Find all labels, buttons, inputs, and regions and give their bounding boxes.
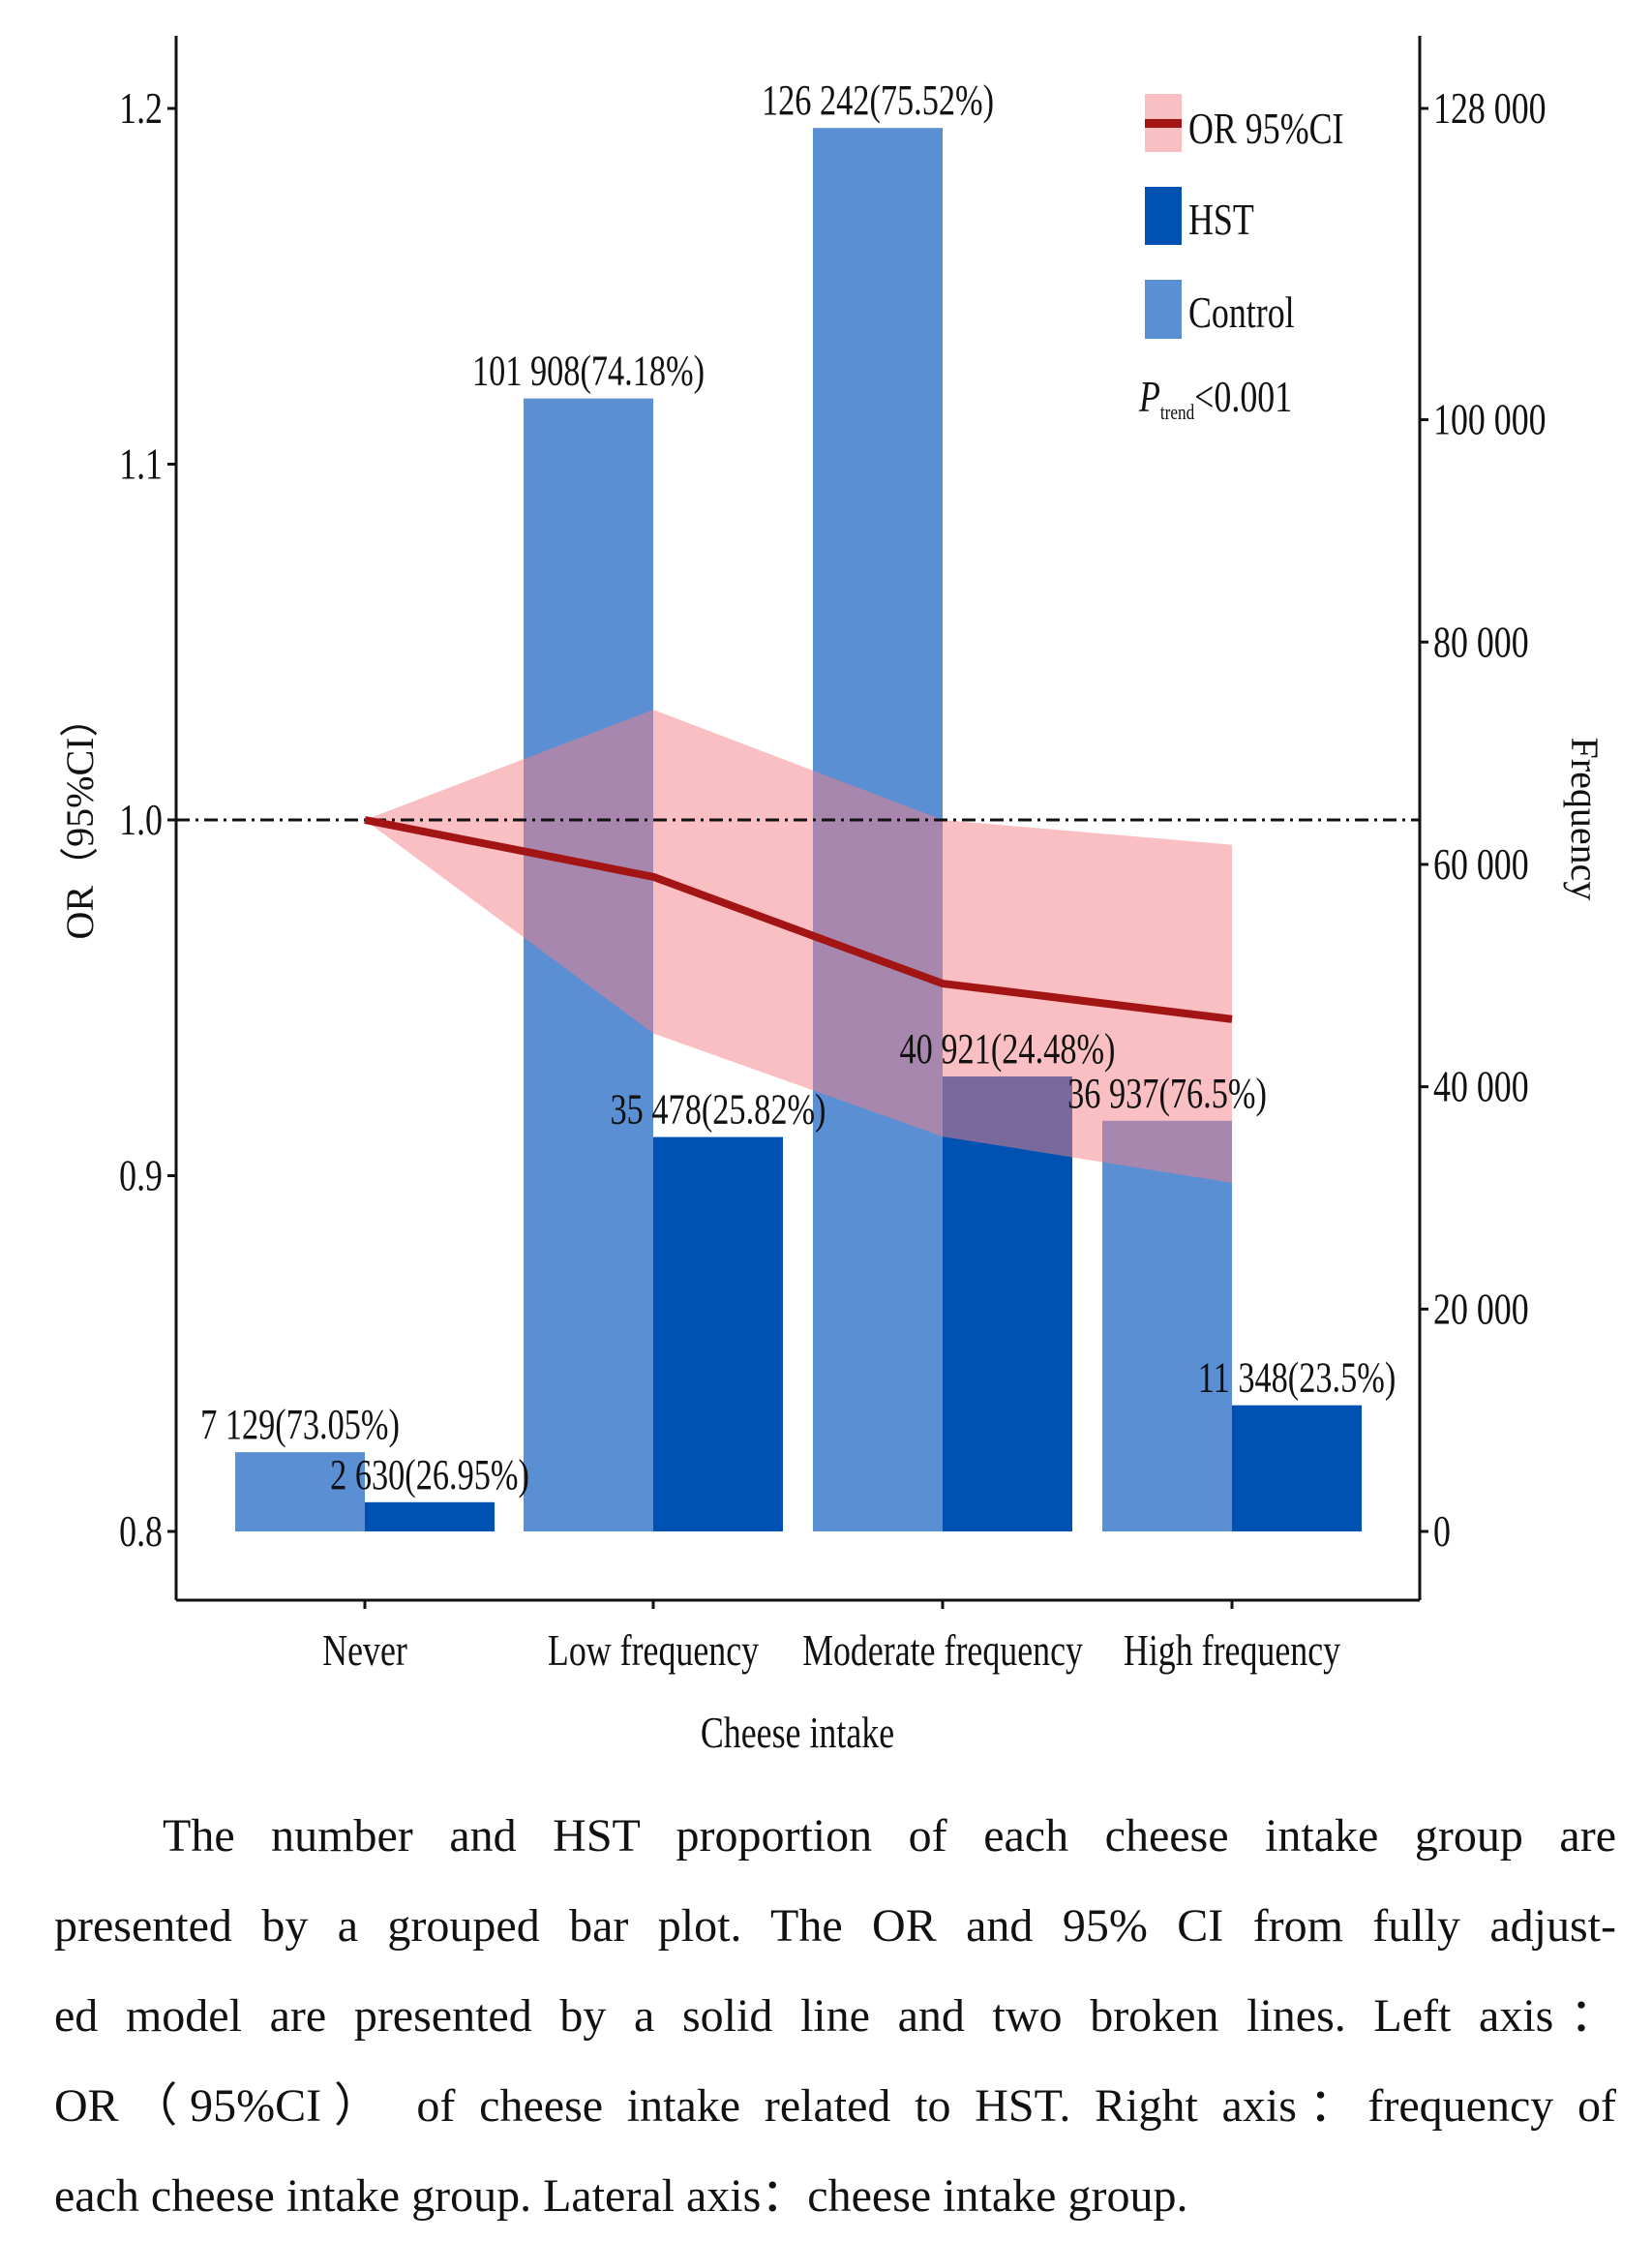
right-tick-label: 100 000 [1433,394,1547,443]
bar-label-hst-group: 2 630(26.95%) [330,1451,529,1499]
x-tick-label-group: High frequency [1124,1625,1340,1675]
left-tick-label: 1.1 [119,439,163,488]
legend-label-hst: HST [1188,195,1254,244]
left-tick-label-group: 0.8 [119,1506,163,1556]
legend-label-control: Control [1188,288,1295,337]
right-tick-label: 20 000 [1433,1284,1529,1333]
right-tick-label-group: 100 000 [1433,394,1547,443]
legend-label-or: OR 95%CI [1188,104,1343,153]
left-tick-label: 1.2 [119,83,163,133]
bar-control [235,1452,365,1531]
right-tick-label-group: 128 000 [1433,83,1547,133]
bar-label-hst-group: 35 478(25.82%) [611,1086,826,1134]
caption-line: each cheese intake group. Lateral axis：c… [54,2170,1188,2222]
p-trend-value: <0.001 [1194,372,1292,421]
right-axis-title: Frequency [1563,738,1607,901]
caption-line: presented by a grouped bar plot. The OR … [54,1900,1616,1952]
figure-caption: The number and HST proportion of each ch… [54,1791,1616,2241]
bar-label-control: 101 908(74.18%) [472,348,705,395]
bar-label-control-group: 7 129(73.05%) [200,1401,400,1448]
right-tick-label: 80 000 [1433,617,1529,666]
bar-label-control-group: 126 242(75.52%) [762,76,994,124]
left-tick-label: 1.0 [119,795,163,844]
legend-label-hst-group: HST [1188,195,1254,244]
left-tick-label-group: 1.1 [119,439,163,488]
x-tick-label: Moderate frequency [802,1625,1083,1675]
right-tick-label: 0 [1433,1506,1451,1556]
left-tick-label: 0.9 [119,1150,163,1199]
bar-label-hst-group: 11 348(23.5%) [1198,1354,1397,1402]
legend-label-or-group: OR 95%CI [1188,104,1343,153]
x-tick-label-group: Low frequency [548,1625,759,1675]
x-tick-label: Low frequency [548,1625,759,1675]
right-tick-label: 40 000 [1433,1061,1529,1110]
x-axis-title: Cheese intake [701,1708,894,1757]
ci-band [365,710,1232,1183]
bar-hst [1232,1405,1362,1531]
bar-hst [365,1501,495,1531]
left-tick-label-group: 1.2 [119,83,163,133]
x-tick-label-group: Never [322,1625,407,1675]
p-trend-subscript: trend [1160,401,1194,425]
x-tick-label-group: Moderate frequency [802,1625,1083,1675]
right-tick-label-group: 20 000 [1433,1284,1529,1333]
bar-label-control: 126 242(75.52%) [762,76,994,124]
chart: 7 129(73.05%)2 630(26.95%) 101 908(74.18%… [58,36,1607,1757]
right-tick-label: 128 000 [1433,83,1547,133]
bar-control [1102,1120,1232,1531]
bar-label-control-group: 36 937(76.5%) [1067,1070,1267,1117]
caption-line: The number and HST proportion of each ch… [163,1810,1616,1862]
legend-swatch-or-line [1145,119,1182,128]
caption-line: OR（95%CI） of cheese intake related to HS… [54,2080,1616,2132]
legend-swatch-hst [1145,187,1182,245]
right-tick-label-group: 60 000 [1433,839,1529,889]
or-line [364,816,1233,1023]
left-tick-label-group: 0.9 [119,1150,163,1199]
x-axis-title-group: Cheese intake [701,1708,894,1757]
bar-label-hst-group: 40 921(24.48%) [900,1025,1116,1073]
left-axis-title: OR（95%CI） [58,699,102,940]
bar-label-hst: 2 630(26.95%) [330,1451,529,1499]
bar-hst [653,1136,783,1531]
caption-line: ed model are presented by a solid line a… [54,1990,1616,2042]
right-axis-title-group: Frequency [1563,738,1607,901]
bar-label-control: 36 937(76.5%) [1067,1070,1267,1117]
legend-swatch-control [1145,280,1182,339]
right-tick-label-group: 0 [1433,1506,1451,1556]
bar-label-hst: 35 478(25.82%) [611,1086,826,1134]
legend-label-control-group: Control [1188,288,1295,337]
p-trend-annotation: Ptrend<0.001 [1138,372,1292,425]
bar-label-control-group: 101 908(74.18%) [472,348,705,395]
bar-label-hst: 40 921(24.48%) [900,1025,1116,1073]
bar-label-hst: 11 348(23.5%) [1198,1354,1397,1402]
right-tick-label: 60 000 [1433,839,1529,889]
left-tick-label: 0.8 [119,1506,163,1556]
x-tick-label: High frequency [1124,1625,1340,1675]
right-tick-label-group: 40 000 [1433,1061,1529,1110]
p-trend-italic: P [1138,372,1160,421]
left-tick-label-group: 1.0 [119,795,163,844]
left-axis-title-group: OR（95%CI） [58,699,102,940]
p-trend-text: Ptrend<0.001 [1138,372,1292,425]
right-tick-label-group: 80 000 [1433,617,1529,666]
bar-label-control: 7 129(73.05%) [200,1401,400,1448]
x-tick-label: Never [322,1625,407,1675]
